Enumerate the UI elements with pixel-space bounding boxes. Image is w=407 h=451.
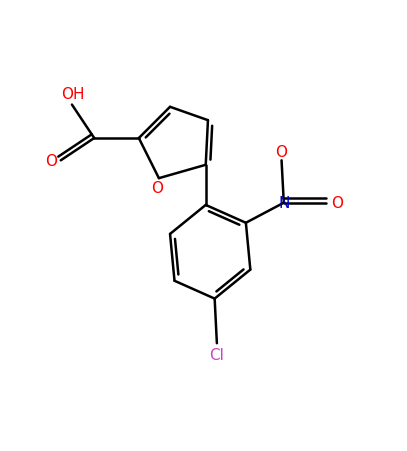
Text: O: O [151, 181, 164, 196]
Text: OH: OH [61, 87, 85, 101]
Text: N: N [278, 196, 289, 211]
Text: O: O [45, 153, 57, 169]
Text: Cl: Cl [210, 347, 224, 362]
Text: O: O [276, 145, 288, 160]
Text: O: O [331, 196, 344, 211]
